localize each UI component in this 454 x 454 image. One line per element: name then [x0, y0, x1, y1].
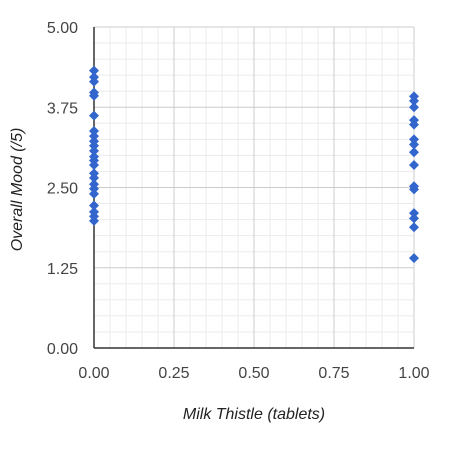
data-point [89, 200, 99, 211]
data-point [409, 184, 419, 195]
y-tick-label: 0.00 [47, 341, 78, 358]
data-point [89, 140, 99, 151]
data-point [89, 65, 99, 76]
data-point [409, 208, 419, 219]
data-point [89, 90, 99, 101]
data-point [89, 215, 99, 226]
data-point [409, 119, 419, 130]
y-tick-label: 2.50 [47, 181, 78, 198]
data-point [409, 102, 419, 113]
x-axis-title: Milk Thistle (tablets) [183, 406, 325, 423]
y-tick-label: 3.75 [47, 100, 78, 117]
data-point [89, 145, 99, 156]
data-point [89, 131, 99, 142]
data-point [409, 139, 419, 150]
data-point [409, 160, 419, 171]
x-tick-label: 1.00 [398, 365, 429, 382]
y-tick-label: 5.00 [47, 20, 78, 37]
data-point [409, 213, 419, 224]
y-tick-label: 1.25 [47, 261, 78, 278]
x-tick-labels: 0.00 0.25 0.50 0.75 1.00 [78, 365, 429, 382]
data-point [409, 253, 419, 264]
data-point [89, 183, 99, 194]
data-point [89, 126, 99, 137]
major-gridlines [94, 26, 415, 348]
data-point [89, 160, 99, 171]
y-axis-title: Overall Mood (/5) [9, 128, 26, 252]
data-point [89, 188, 99, 199]
data-point [409, 134, 419, 145]
y-tick-labels: 0.00 1.25 2.50 3.75 5.00 [47, 20, 78, 358]
data-point [89, 76, 99, 87]
data-point [89, 110, 99, 121]
data-point [409, 147, 419, 158]
data-point [409, 222, 419, 233]
x-tick-label: 0.75 [318, 365, 349, 382]
x-tick-label: 0.00 [78, 365, 109, 382]
x-tick-label: 0.25 [158, 365, 189, 382]
x-tick-label: 0.50 [238, 365, 269, 382]
data-points [89, 65, 419, 264]
data-point [409, 95, 419, 106]
data-point [89, 172, 99, 183]
